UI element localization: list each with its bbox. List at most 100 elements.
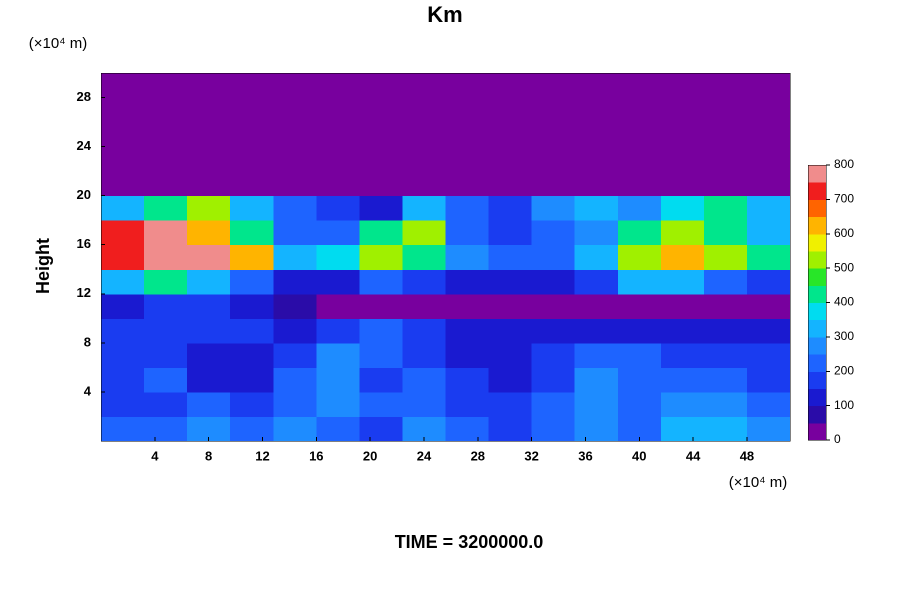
cell bbox=[402, 318, 446, 344]
cell bbox=[359, 244, 403, 270]
cell bbox=[187, 73, 231, 99]
cell bbox=[531, 367, 576, 393]
cell bbox=[488, 367, 533, 393]
x-tick-label: 8 bbox=[205, 448, 212, 463]
cell bbox=[445, 416, 490, 442]
cell bbox=[617, 269, 662, 295]
cell bbox=[187, 293, 231, 319]
cell bbox=[402, 342, 446, 368]
cell bbox=[746, 318, 791, 344]
colorbar-band bbox=[808, 388, 826, 407]
cell bbox=[488, 220, 533, 246]
cell bbox=[660, 220, 705, 246]
cell bbox=[402, 97, 446, 123]
x-tick-label: 20 bbox=[363, 448, 377, 463]
x-tick-label: 28 bbox=[471, 448, 485, 463]
cell bbox=[187, 391, 231, 417]
cell bbox=[402, 367, 446, 393]
cell bbox=[144, 318, 188, 344]
cell bbox=[746, 342, 791, 368]
cell bbox=[574, 293, 619, 319]
cell bbox=[488, 293, 533, 319]
x-tick-label: 44 bbox=[686, 448, 701, 463]
cell bbox=[660, 171, 705, 197]
colorbar-band bbox=[808, 285, 826, 303]
cell bbox=[273, 122, 317, 148]
cell bbox=[187, 367, 231, 393]
cell bbox=[703, 195, 748, 221]
cell bbox=[359, 342, 403, 368]
cell bbox=[359, 73, 403, 99]
cell bbox=[746, 367, 791, 393]
cell bbox=[574, 146, 619, 172]
cell bbox=[574, 367, 619, 393]
cell bbox=[660, 342, 705, 368]
cell bbox=[531, 146, 576, 172]
cell bbox=[187, 195, 231, 221]
cell bbox=[445, 269, 490, 295]
cell bbox=[187, 146, 231, 172]
cell bbox=[660, 244, 705, 270]
cell bbox=[488, 391, 533, 417]
y-label: Height bbox=[33, 238, 53, 294]
cell bbox=[617, 122, 662, 148]
y-tick-label: 28 bbox=[77, 89, 91, 104]
y-tick-label: 12 bbox=[77, 285, 91, 300]
cell bbox=[144, 391, 188, 417]
colorbar-tick-label: 500 bbox=[834, 260, 854, 274]
cell bbox=[531, 171, 576, 197]
cell bbox=[746, 195, 791, 221]
cell bbox=[746, 97, 791, 123]
cell bbox=[359, 146, 403, 172]
cell bbox=[316, 97, 360, 123]
cell bbox=[144, 367, 188, 393]
cell bbox=[402, 146, 446, 172]
cell bbox=[574, 122, 619, 148]
cell bbox=[617, 244, 662, 270]
colorbar-band bbox=[808, 233, 826, 252]
cell bbox=[617, 73, 662, 99]
cell bbox=[144, 220, 188, 246]
cell bbox=[359, 391, 403, 417]
cell bbox=[402, 195, 446, 221]
cell bbox=[746, 122, 791, 148]
cell bbox=[316, 146, 360, 172]
cell bbox=[617, 293, 662, 319]
cell bbox=[531, 416, 576, 442]
x-tick-label: 24 bbox=[417, 448, 432, 463]
cell bbox=[531, 220, 576, 246]
y-tick-label: 20 bbox=[77, 187, 91, 202]
cell bbox=[230, 122, 274, 148]
cell bbox=[230, 73, 274, 99]
cell bbox=[617, 318, 662, 344]
cell bbox=[316, 342, 360, 368]
cell bbox=[574, 318, 619, 344]
cell bbox=[574, 73, 619, 99]
cell bbox=[660, 146, 705, 172]
cell bbox=[273, 416, 317, 442]
cell bbox=[445, 244, 490, 270]
cell bbox=[703, 318, 748, 344]
cell bbox=[101, 73, 145, 99]
cell bbox=[746, 416, 791, 442]
cell bbox=[230, 367, 274, 393]
cell bbox=[703, 416, 748, 442]
cell bbox=[746, 171, 791, 197]
colorbar-band bbox=[808, 354, 826, 372]
y-tick-label: 16 bbox=[77, 236, 91, 251]
colorbar-band bbox=[808, 405, 826, 424]
cell bbox=[660, 416, 705, 442]
cell bbox=[359, 220, 403, 246]
cell bbox=[144, 146, 188, 172]
colorbar-band bbox=[808, 250, 826, 269]
cell bbox=[316, 269, 360, 295]
cell bbox=[230, 171, 274, 197]
cell bbox=[273, 391, 317, 417]
x-tick-label: 40 bbox=[632, 448, 646, 463]
cell bbox=[445, 367, 490, 393]
cell bbox=[660, 269, 705, 295]
cell bbox=[703, 97, 748, 123]
colorbar-tick-label: 400 bbox=[834, 295, 854, 309]
cell bbox=[488, 269, 533, 295]
